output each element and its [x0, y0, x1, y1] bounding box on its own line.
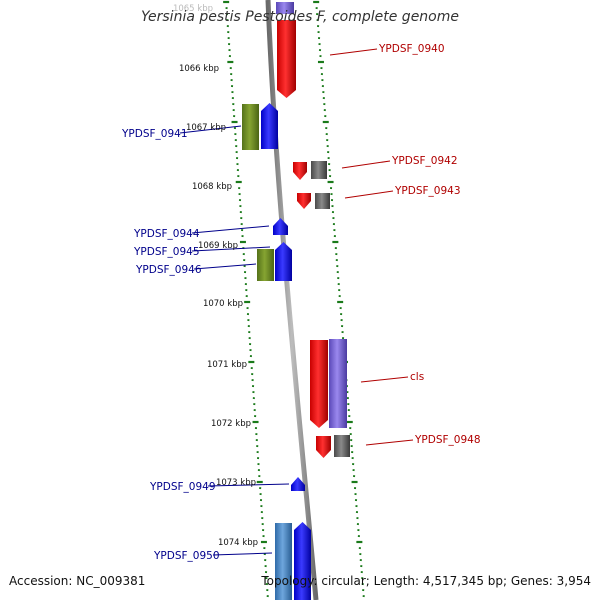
- leader-ypdsf-0942: [342, 161, 390, 168]
- gene-gray-0948-shape[interactable]: [334, 435, 350, 457]
- gene-label[interactable]: YPDSF_0946: [135, 264, 202, 276]
- right-gene-labels: YPDSF_0940 YPDSF_0942 YPDSF_0943 cls YPD…: [378, 43, 481, 446]
- gene-lavender-cls-shape[interactable]: [329, 339, 347, 428]
- kbp-scale: 1065 kbp 1066 kbp 1067 kbp 1068 kbp 1069…: [173, 4, 258, 548]
- gene-gray-0942-shape[interactable]: [311, 161, 327, 179]
- gene-lavender-cls: [329, 339, 347, 428]
- gene-features: [242, 2, 350, 600]
- gene-ypdsf-0944: [273, 218, 288, 235]
- kbp-label: 1067 kbp: [186, 123, 226, 133]
- gene-steel-0950-shape[interactable]: [275, 523, 292, 600]
- gene-cls: [310, 340, 328, 428]
- kbp-label: 1071 kbp: [207, 360, 247, 370]
- gene-gray-0948: [334, 435, 350, 457]
- gene-cls-shape[interactable]: [310, 340, 328, 428]
- gene-label[interactable]: YPDSF_0942: [391, 155, 458, 167]
- gene-ypdsf-0948-shape[interactable]: [316, 436, 331, 458]
- gene-label[interactable]: YPDSF_0940: [378, 43, 445, 55]
- gene-olive-0946: [257, 249, 274, 281]
- gene-olive-0941-shape[interactable]: [242, 104, 259, 150]
- gene-label[interactable]: cls: [410, 371, 424, 383]
- gene-ypdsf-0943-shape[interactable]: [297, 193, 311, 209]
- kbp-label: 1069 kbp: [198, 241, 238, 251]
- gene-label[interactable]: YPDSF_0950: [153, 550, 220, 562]
- leader-ypdsf-0950: [213, 553, 272, 555]
- gene-ypdsf-0945-shape[interactable]: [275, 242, 292, 281]
- gene-label[interactable]: YPDSF_0948: [414, 434, 481, 446]
- leader-ypdsf-0940: [330, 49, 377, 55]
- page-title: Yersinia pestis Pestoides F, complete ge…: [0, 9, 600, 25]
- gene-label[interactable]: YPDSF_0941: [121, 128, 188, 140]
- leader-ypdsf-0943: [345, 191, 393, 198]
- gene-gray-0943-shape[interactable]: [315, 193, 330, 209]
- gene-ypdsf-0940: [277, 20, 296, 98]
- accession-text: Accession: NC_009381: [9, 574, 145, 588]
- kbp-label: 1072 kbp: [211, 419, 251, 429]
- gene-steel-0950: [275, 523, 292, 600]
- leader-cls: [361, 377, 408, 382]
- gene-ypdsf-0941-shape[interactable]: [261, 103, 278, 149]
- kbp-label: 1066 kbp: [179, 64, 219, 74]
- leader-ypdsf-0944: [192, 226, 269, 233]
- gene-ypdsf-0948: [316, 436, 331, 458]
- gene-ypdsf-0940-shape[interactable]: [277, 20, 296, 98]
- kbp-label: 1068 kbp: [192, 182, 232, 192]
- gene-olive-0946-shape[interactable]: [257, 249, 274, 281]
- leader-ypdsf-0948: [366, 440, 413, 445]
- gene-ypdsf-0950: [294, 522, 311, 600]
- kbp-label: 1073 kbp: [216, 478, 256, 488]
- gene-label[interactable]: YPDSF_0945: [133, 246, 200, 258]
- gene-ypdsf-0950-shape[interactable]: [294, 522, 311, 600]
- gene-ypdsf-0944-shape[interactable]: [273, 218, 288, 235]
- gene-ypdsf-0943: [297, 193, 311, 209]
- gene-label[interactable]: YPDSF_0944: [133, 228, 200, 240]
- kbp-label: 1070 kbp: [203, 299, 243, 309]
- gene-label[interactable]: YPDSF_0943: [394, 185, 461, 197]
- gene-ypdsf-0941: [261, 103, 278, 149]
- gene-ypdsf-0945: [275, 242, 292, 281]
- gene-olive-0941: [242, 104, 259, 150]
- gene-gray-0943: [315, 193, 330, 209]
- leader-ypdsf-0946: [194, 264, 256, 269]
- gene-label[interactable]: YPDSF_0949: [149, 481, 216, 493]
- genome-summary: Topology: circular; Length: 4,517,345 bp…: [261, 574, 591, 588]
- left-gene-labels: YPDSF_0941 YPDSF_0944 YPDSF_0945 YPDSF_0…: [121, 128, 220, 562]
- gene-gray-0942: [311, 161, 327, 179]
- gene-ypdsf-0942-shape[interactable]: [293, 162, 307, 180]
- kbp-label: 1074 kbp: [218, 538, 258, 548]
- gene-ypdsf-0942: [293, 162, 307, 180]
